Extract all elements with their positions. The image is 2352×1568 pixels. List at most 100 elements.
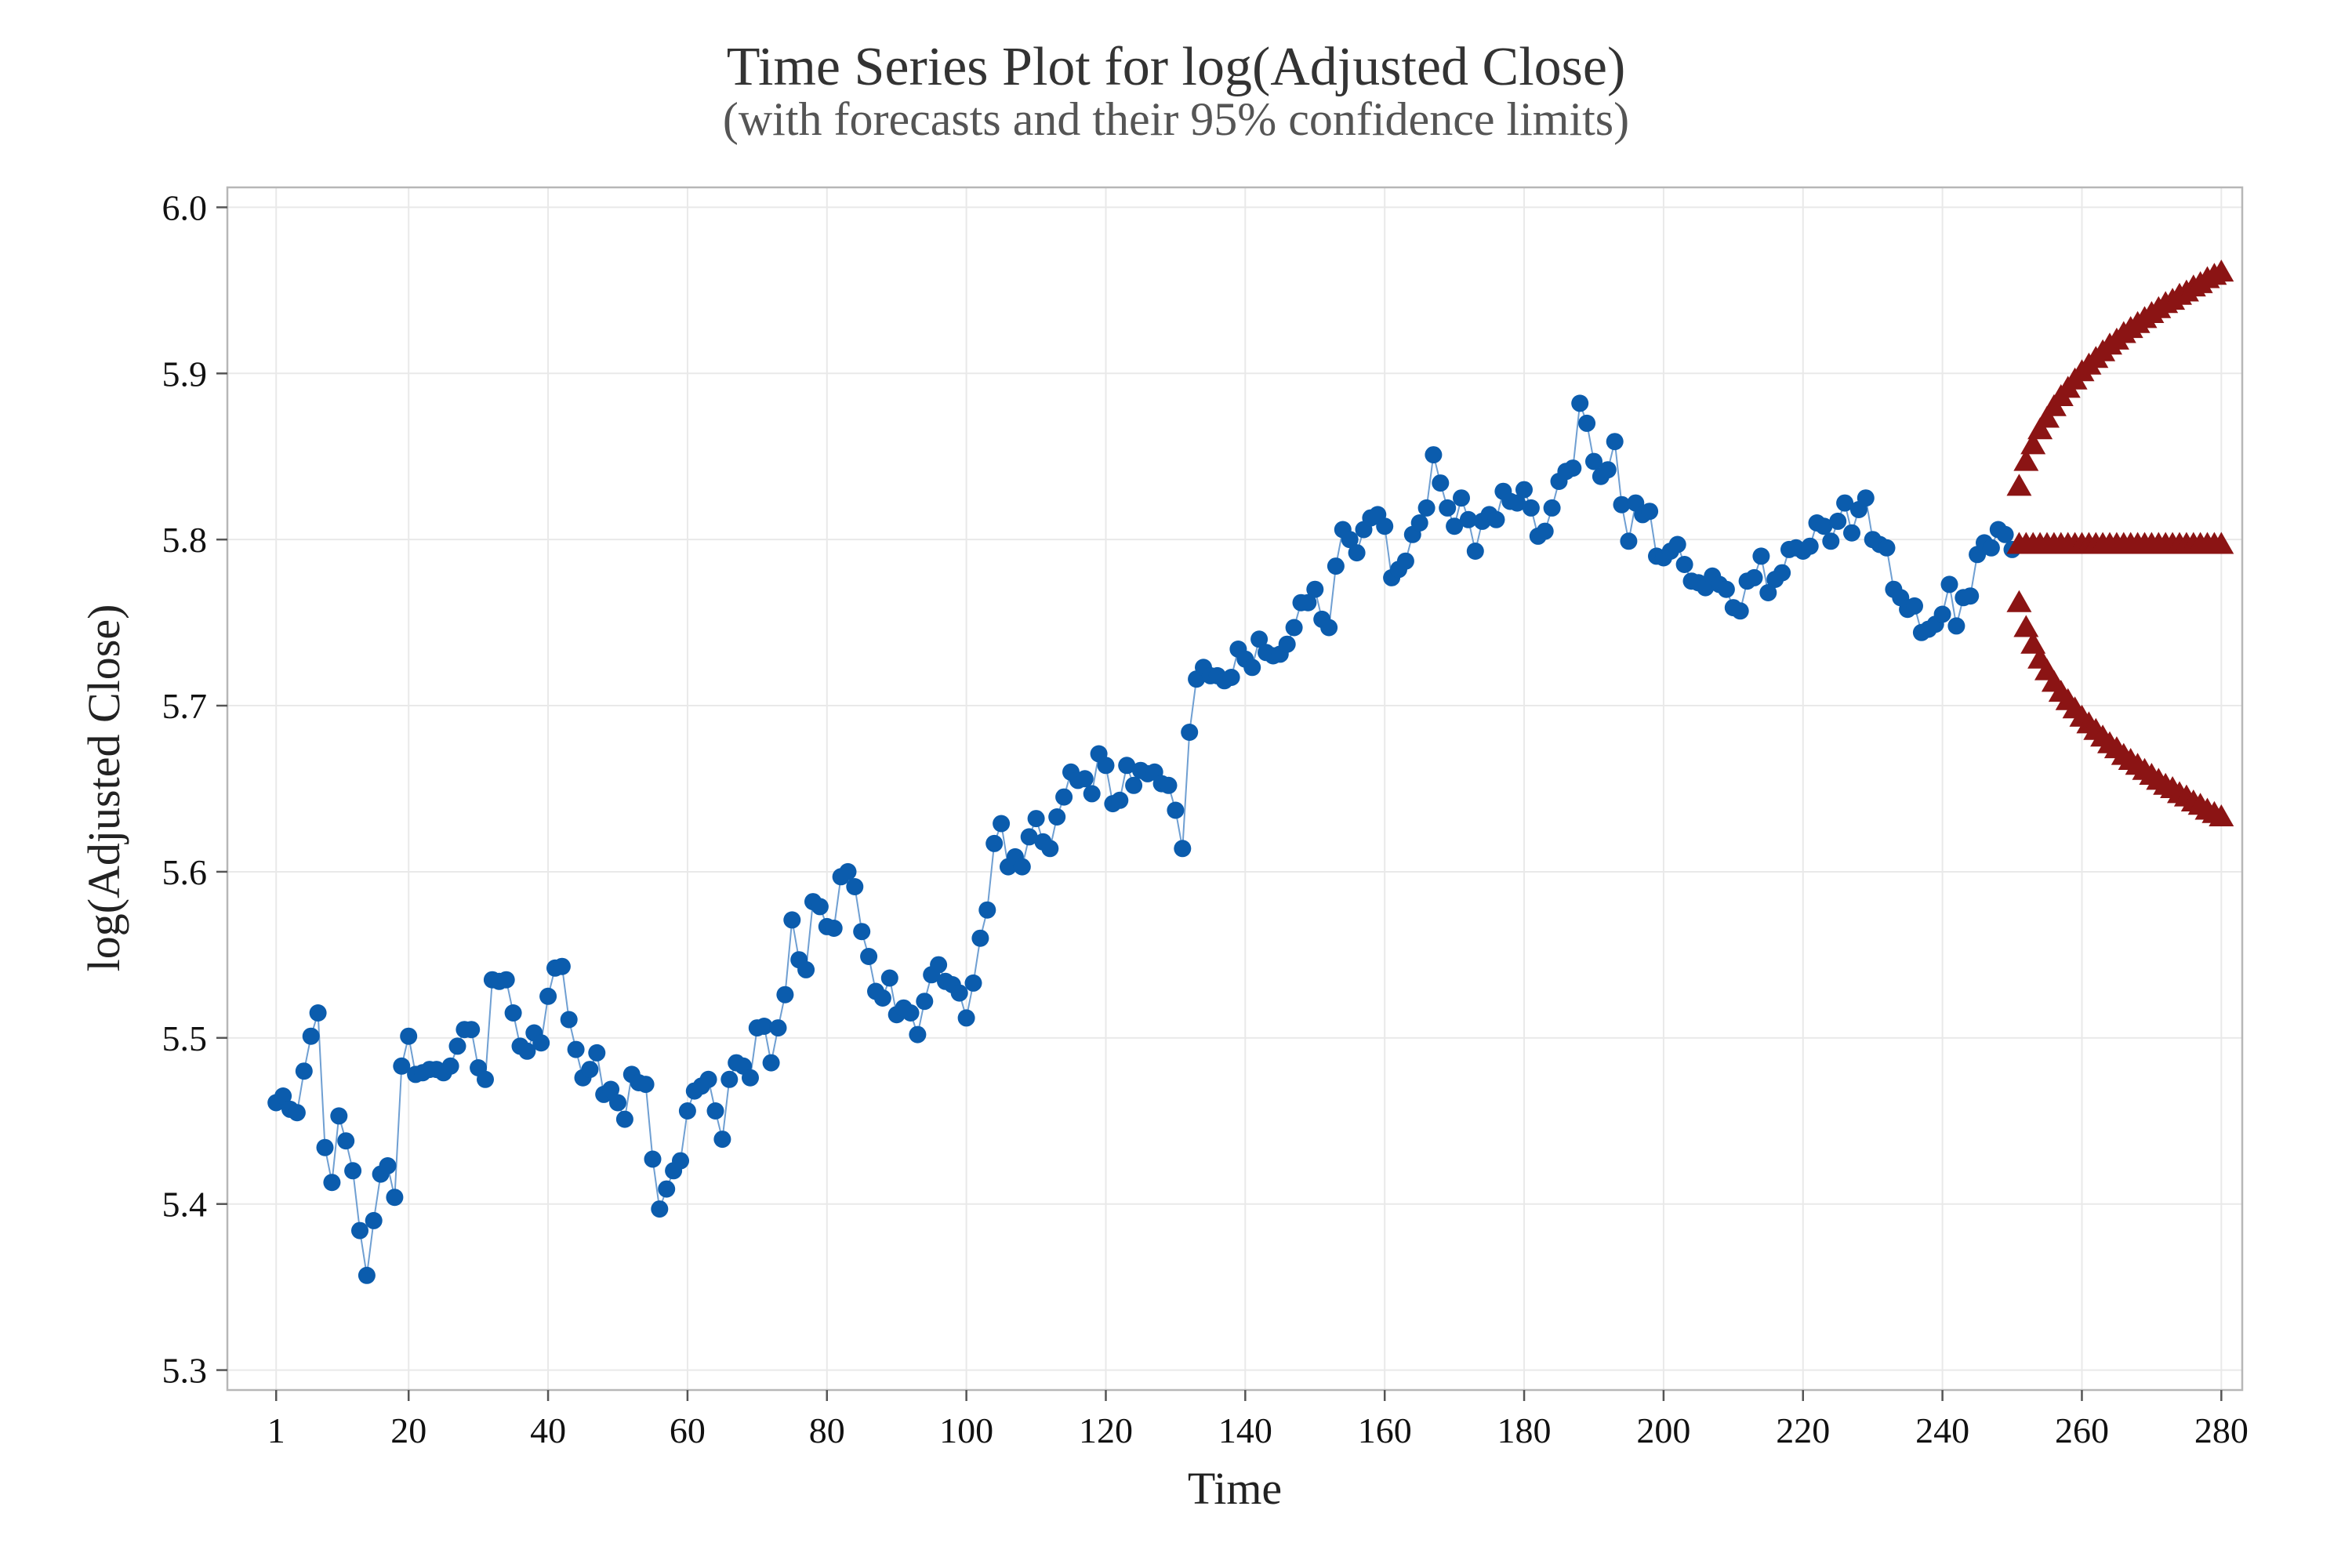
observed-point	[950, 984, 968, 1002]
observed-point	[783, 911, 801, 929]
observed-point	[755, 1018, 773, 1035]
observed-line	[275, 403, 2013, 1276]
observed-point	[553, 957, 571, 975]
observed-point	[274, 1087, 292, 1105]
observed-point	[1522, 499, 1540, 517]
observed-point	[323, 1174, 341, 1192]
upper-limit-point	[2013, 448, 2039, 471]
observed-point	[477, 1070, 494, 1088]
observed-point	[1048, 808, 1066, 826]
observed-point	[1982, 539, 2000, 557]
y-tick-label: 5.3	[162, 1351, 208, 1391]
observed-point	[706, 1102, 724, 1120]
observed-point	[567, 1040, 585, 1058]
observed-point	[1606, 433, 1624, 451]
observed-point	[916, 993, 934, 1011]
observed-point	[1536, 522, 1554, 540]
observed-point	[853, 923, 871, 941]
observed-point	[1348, 544, 1366, 562]
observed-point	[386, 1189, 404, 1207]
observed-point	[1376, 517, 1394, 535]
observed-point	[1425, 446, 1443, 464]
observed-point	[504, 1004, 522, 1022]
observed-point	[742, 1069, 759, 1087]
observed-point	[1543, 499, 1561, 517]
observed-point	[909, 1025, 927, 1044]
observed-point	[658, 1180, 676, 1198]
observed-point	[1878, 539, 1896, 557]
observed-point	[1745, 568, 1763, 586]
observed-point	[902, 1004, 920, 1022]
observed-point	[678, 1102, 696, 1120]
observed-point	[1055, 788, 1073, 806]
observed-point	[1160, 776, 1178, 794]
observed-point	[463, 1021, 481, 1039]
x-tick-label: 120	[1079, 1410, 1133, 1450]
observed-point	[337, 1132, 355, 1150]
observed-point	[993, 815, 1011, 833]
observed-point	[839, 862, 857, 880]
observed-point	[672, 1152, 689, 1170]
observed-point	[957, 1009, 975, 1027]
observed-point	[1759, 584, 1777, 601]
observed-point	[1446, 517, 1464, 535]
observed-point	[1222, 669, 1240, 686]
observed-point	[602, 1080, 620, 1098]
observed-series-line	[275, 403, 2013, 1276]
observed-point	[1675, 556, 1693, 573]
observed-point	[1278, 635, 1296, 653]
x-tick-label: 280	[2194, 1410, 2249, 1450]
x-tick-label: 20	[390, 1410, 426, 1450]
observed-point	[880, 969, 898, 987]
observed-point	[1829, 512, 1847, 530]
observed-point	[1564, 459, 1582, 477]
observed-point	[1717, 580, 1735, 598]
observed-point	[1181, 724, 1199, 741]
x-tick-label: 160	[1358, 1410, 1412, 1450]
observed-point	[497, 971, 515, 989]
observed-point	[1125, 776, 1143, 794]
observed-point	[1111, 791, 1129, 809]
observed-point	[1906, 597, 1923, 615]
observed-point	[846, 878, 864, 895]
observed-point	[581, 1061, 599, 1079]
observed-point	[930, 956, 948, 974]
observed-point	[358, 1266, 376, 1284]
observed-point	[441, 1057, 459, 1075]
observed-point	[1027, 810, 1045, 828]
upper-limit-point	[2034, 405, 2060, 428]
observed-point	[400, 1027, 418, 1045]
observed-point	[1752, 547, 1770, 565]
y-axis-label: log(Adjusted Close)	[78, 604, 129, 972]
data-markers	[267, 260, 2234, 1284]
observed-point	[1508, 494, 1526, 512]
x-tick-label: 240	[1915, 1410, 1969, 1450]
observed-point	[1439, 499, 1457, 517]
chart-subtitle: (with forecasts and their 95% confidence…	[723, 93, 1629, 145]
observed-point	[1453, 489, 1470, 507]
observed-point	[978, 901, 996, 919]
observed-point	[379, 1157, 397, 1174]
observed-point	[1243, 659, 1261, 677]
observed-point	[762, 1054, 780, 1072]
upper-limit-point	[2209, 260, 2234, 282]
plot-frame	[226, 186, 2244, 1392]
observed-point	[1571, 394, 1589, 412]
observed-point	[539, 987, 557, 1005]
observed-point	[873, 989, 891, 1007]
y-tick-label: 5.9	[162, 354, 208, 394]
forecast-point	[2209, 532, 2234, 554]
observed-point	[1250, 630, 1269, 648]
y-tick-label: 5.6	[162, 852, 208, 892]
observed-point	[1327, 557, 1345, 575]
observed-point	[1487, 510, 1505, 528]
observed-point	[588, 1044, 606, 1062]
observed-point	[637, 1076, 655, 1094]
observed-point	[532, 1034, 550, 1052]
observed-point	[825, 920, 843, 937]
observed-point	[288, 1104, 306, 1122]
observed-point	[1341, 531, 1359, 549]
observed-point	[1320, 619, 1338, 637]
observed-point	[1801, 537, 1819, 555]
observed-point	[964, 974, 982, 992]
